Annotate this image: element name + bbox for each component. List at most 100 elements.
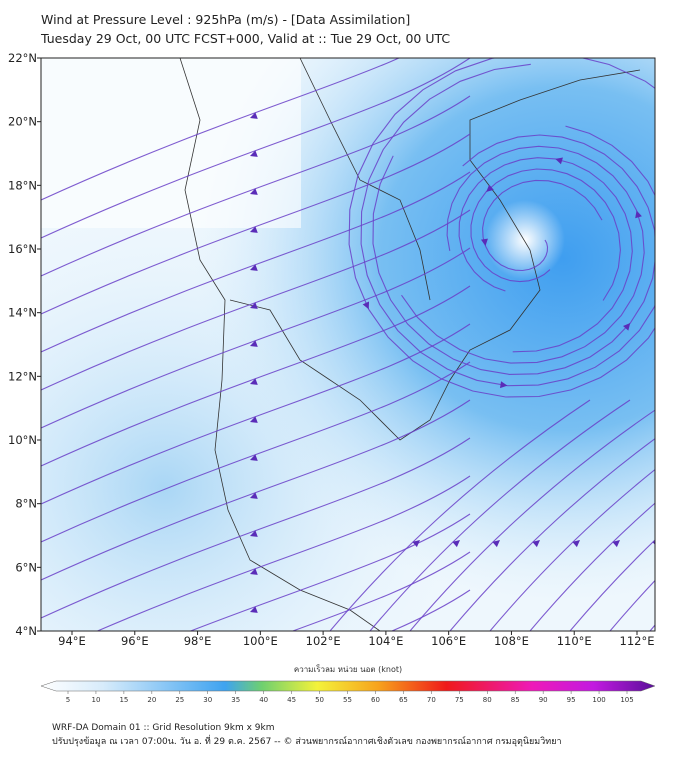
streamline [96, 475, 471, 631]
colorbar-tick-label: 65 [399, 696, 408, 704]
arrowhead [250, 112, 258, 119]
arrowhead [250, 302, 258, 309]
arrowhead [250, 340, 258, 347]
lat-label: 4°N [15, 624, 37, 638]
streamline [348, 58, 655, 398]
streamline [369, 399, 631, 631]
lon-label: 102°E [306, 634, 341, 648]
arrowhead [250, 568, 258, 575]
lat-label: 10°N [8, 433, 37, 447]
lon-label: 94°E [58, 634, 86, 648]
streamline [41, 58, 401, 201]
title: Wind at Pressure Level : 925hPa (m/s) - … [41, 12, 410, 27]
colorbar-tick-label: 15 [119, 696, 128, 704]
lat-label: 12°N [8, 369, 37, 383]
colorbar-tick-label: 20 [147, 696, 156, 704]
streamline [41, 171, 471, 353]
lat-label: 8°N [15, 497, 37, 511]
lon-label: 108°E [494, 634, 529, 648]
streamline [41, 323, 471, 505]
arrowhead [492, 540, 500, 548]
arrowhead [623, 323, 631, 331]
arrowhead [250, 530, 258, 537]
colorbar-tick-label: 25 [175, 696, 184, 704]
footer-line2: ปรับปรุงข้อมูล ณ เวลา 07:00น. วัน อ. ที่… [52, 734, 562, 747]
streamline [470, 168, 621, 301]
lon-label: 98°E [184, 634, 212, 648]
colorbar-tick-label: 35 [231, 696, 240, 704]
arrowhead [362, 301, 370, 310]
colorbar-tick-label: 105 [620, 696, 633, 704]
streamline [41, 285, 471, 467]
lon-label: 110°E [557, 634, 592, 648]
map [41, 58, 655, 631]
arrowhead [250, 492, 258, 499]
streamline [409, 409, 655, 631]
streamline [41, 95, 471, 277]
arrowhead [500, 381, 508, 389]
streamline [360, 63, 655, 387]
colorbar [40, 680, 656, 692]
streamline [390, 589, 471, 631]
arrowhead [572, 540, 580, 548]
colorbar-tick-label: 50 [315, 696, 324, 704]
colorbar-tick-label: 10 [91, 696, 100, 704]
arrowhead [555, 157, 563, 165]
streamline [482, 179, 603, 272]
streamline [189, 513, 471, 631]
streamline [609, 579, 655, 631]
colorbar-tick-label: 70 [427, 696, 436, 704]
footer-line1: WRF-DA Domain 01 :: Grid Resolution 9km … [52, 723, 274, 733]
lon-label: 96°E [121, 634, 149, 648]
colorbar-tick-label: 80 [483, 696, 492, 704]
colorbar-tick-label: 100 [592, 696, 605, 704]
streamline [41, 58, 471, 239]
arrowhead [612, 540, 620, 548]
subtitle: Tuesday 29 Oct, 00 UTC FCST+000, Valid a… [40, 31, 450, 46]
streamline [489, 468, 655, 631]
colorbar-tick-label: 45 [287, 696, 296, 704]
arrowhead [452, 540, 460, 548]
lat-label: 18°N [8, 178, 37, 192]
arrowhead [250, 188, 258, 195]
lat-label: 22°N [8, 51, 37, 65]
colorbar-tick-label: 85 [511, 696, 520, 704]
lat-label: 6°N [15, 560, 37, 574]
colorbar-tick-label: 90 [539, 696, 548, 704]
lat-label: 20°N [8, 115, 37, 129]
coastline [179, 58, 641, 631]
arrowhead [250, 606, 258, 613]
arrowhead [250, 416, 258, 423]
streamline [41, 247, 471, 429]
arrowhead [486, 184, 494, 192]
streamline [401, 145, 645, 364]
arrowhead [250, 454, 258, 461]
streamline [372, 134, 655, 375]
arrowhead [250, 226, 258, 233]
lat-label: 16°N [8, 242, 37, 256]
arrowhead [250, 264, 258, 271]
streamline [41, 437, 471, 619]
streamline [529, 502, 655, 631]
colorbar-tick-label: 60 [371, 696, 380, 704]
arrowhead [250, 378, 258, 385]
lon-label: 106°E [431, 634, 466, 648]
arrowhead [250, 150, 258, 157]
lon-label: 104°E [368, 634, 403, 648]
streamline [569, 539, 655, 631]
streamline [291, 551, 471, 631]
arrowhead [532, 540, 540, 548]
streamline [41, 133, 471, 315]
streamline [41, 361, 471, 543]
colorbar-label: ความเร็วลม หน่วย นอต (knot) [294, 664, 402, 674]
streamlines [41, 58, 655, 631]
arrowhead [480, 238, 488, 247]
streamline [41, 399, 471, 581]
arrowhead [635, 210, 642, 219]
streamline [41, 209, 471, 391]
colorbar-tick-label: 40 [259, 696, 268, 704]
colorbar-tick-label: 75 [455, 696, 464, 704]
lat-label: 14°N [8, 306, 37, 320]
streamline [458, 157, 633, 353]
